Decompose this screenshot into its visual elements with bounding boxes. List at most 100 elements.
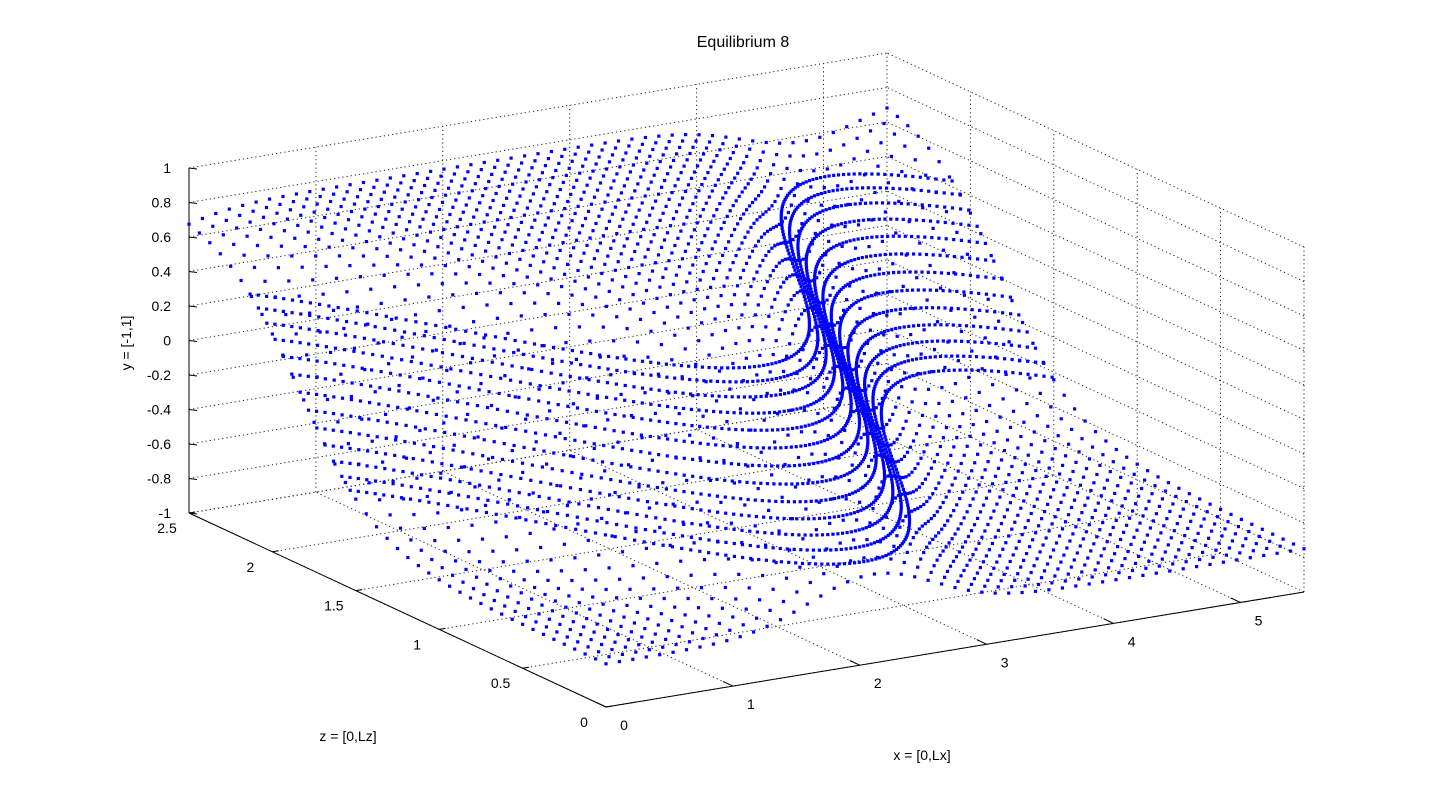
data-point [977, 541, 981, 545]
data-point [376, 205, 380, 209]
data-point [466, 402, 470, 406]
data-point [333, 221, 337, 225]
data-point [832, 375, 836, 379]
data-point [539, 545, 543, 550]
data-point [820, 533, 825, 537]
data-point [1083, 419, 1087, 423]
data-point [306, 230, 310, 234]
data-point [836, 223, 840, 227]
data-point [692, 298, 696, 302]
data-point [866, 559, 870, 563]
data-point [644, 546, 648, 550]
data-point [875, 432, 879, 436]
data-point [665, 454, 669, 458]
data-point [521, 187, 525, 191]
data-point [751, 379, 755, 383]
data-point [919, 306, 923, 310]
data-point [825, 415, 830, 419]
data-point [506, 331, 510, 335]
data-point [869, 201, 873, 205]
data-point [948, 564, 953, 568]
data-point [837, 344, 841, 348]
data-point [657, 436, 661, 440]
data-point [1180, 541, 1184, 545]
data-point [941, 500, 945, 505]
data-point [496, 218, 500, 222]
data-point [816, 335, 820, 340]
data-point [864, 255, 869, 259]
data-point [948, 289, 952, 293]
data-point [1128, 516, 1132, 520]
data-point [652, 542, 656, 546]
data-point [925, 306, 929, 310]
data-point [439, 235, 443, 240]
data-point [794, 271, 798, 275]
data-point [375, 178, 379, 182]
data-point [470, 189, 474, 193]
data-point [861, 389, 865, 393]
data-point [879, 452, 883, 456]
data-point [698, 424, 702, 428]
data-point [372, 338, 376, 342]
data-point [976, 274, 980, 278]
data-point [950, 192, 954, 196]
data-point [1057, 534, 1062, 538]
data-point [514, 516, 518, 520]
data-point [393, 285, 397, 289]
data-point [917, 485, 921, 489]
data-point [478, 483, 482, 487]
data-point [873, 253, 877, 258]
data-point [975, 240, 979, 244]
data-point [885, 450, 889, 454]
data-point [896, 459, 901, 463]
data-point [953, 476, 957, 480]
data-point [1025, 552, 1029, 556]
data-point [800, 346, 804, 350]
data-point [847, 172, 851, 176]
data-point [801, 271, 805, 275]
data-point [767, 314, 771, 318]
data-point [706, 442, 710, 446]
data-point [497, 478, 501, 482]
data-point [597, 366, 601, 370]
data-point [674, 438, 678, 442]
data-point [899, 509, 903, 513]
data-point [494, 423, 498, 428]
data-point [905, 533, 909, 537]
data-point [800, 279, 804, 283]
data-point [732, 293, 737, 297]
data-point [1262, 553, 1266, 558]
data-point [851, 491, 855, 495]
back-wall-grid-line [188, 190, 888, 307]
data-point [789, 445, 793, 449]
data-point [720, 346, 725, 350]
data-point [1062, 393, 1066, 397]
data-point [785, 547, 789, 551]
data-point [861, 405, 865, 409]
data-point [639, 235, 643, 239]
data-point [366, 433, 370, 437]
data-point [889, 385, 893, 390]
data-point [491, 549, 495, 553]
data-point [841, 518, 845, 522]
data-point [737, 462, 741, 466]
data-point [817, 317, 821, 321]
data-point [309, 219, 313, 223]
data-point [770, 531, 774, 535]
data-point [959, 574, 963, 578]
data-point [489, 607, 493, 611]
data-point [1101, 521, 1105, 525]
data-point [995, 429, 999, 433]
data-point [758, 353, 762, 357]
data-point [516, 601, 520, 605]
data-point [366, 322, 370, 326]
data-point [675, 152, 679, 156]
data-point [715, 477, 719, 481]
data-point [962, 568, 966, 573]
data-point [515, 411, 519, 415]
data-point [387, 387, 391, 391]
data-point [861, 458, 865, 462]
data-point [616, 198, 620, 202]
data-point [838, 353, 842, 357]
data-point [663, 517, 667, 521]
